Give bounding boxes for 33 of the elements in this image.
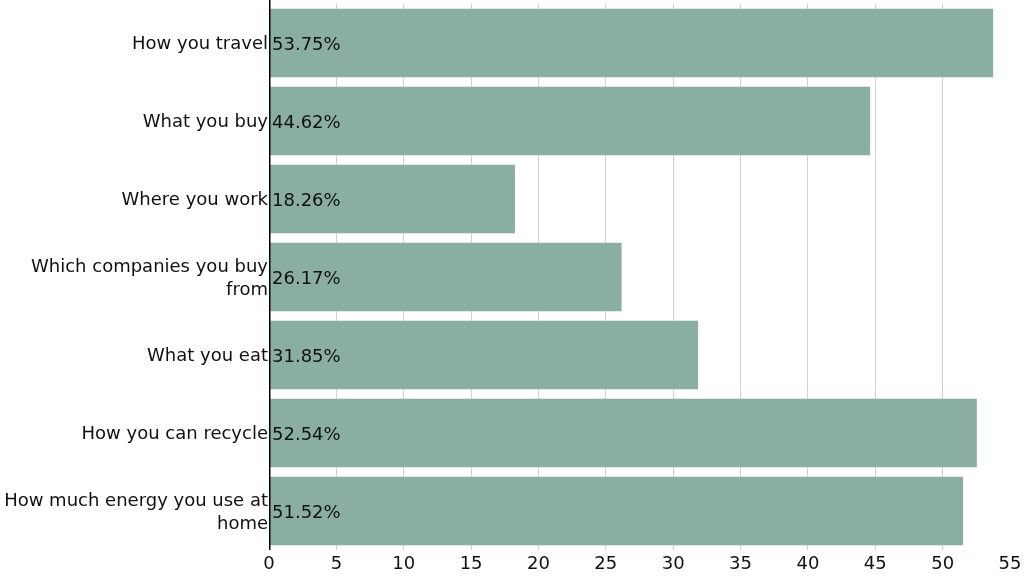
y-tick-label: What you eat <box>147 344 268 366</box>
y-tick-label: What you buy <box>142 110 269 132</box>
x-tick-label: 20 <box>527 552 550 573</box>
y-tick-label: Which companies you buy from <box>31 254 269 299</box>
y-tick-label: How you travel <box>131 32 268 54</box>
x-tick-label: 35 <box>729 552 752 573</box>
bar <box>269 476 964 546</box>
bar <box>269 86 871 156</box>
y-tick-label: How you can recycle <box>81 422 268 444</box>
data-label: 18.26% <box>272 188 341 210</box>
data-label: 31.85% <box>272 344 341 366</box>
data-label: 53.75% <box>272 32 341 54</box>
y-tick-label: How much energy you use at home <box>4 488 268 533</box>
bar <box>269 8 994 78</box>
x-tick-label: 55 <box>998 552 1022 573</box>
x-tick-label: 15 <box>459 552 483 573</box>
data-label: 26.17% <box>272 266 341 288</box>
data-label: 52.54% <box>272 422 341 444</box>
bar <box>269 242 622 312</box>
y-tick-label: Where you work <box>121 188 269 210</box>
data-label: 44.62% <box>272 110 341 132</box>
x-tick-label: 30 <box>661 552 685 573</box>
x-tick-label: 45 <box>863 552 887 573</box>
x-tick-label: 40 <box>796 552 820 573</box>
x-tick-label: 50 <box>931 552 955 573</box>
x-tick-label: 10 <box>392 552 416 573</box>
x-tick-label: 5 <box>330 552 343 573</box>
bar <box>269 398 977 468</box>
bar <box>269 320 699 390</box>
data-label: 51.52% <box>272 500 341 522</box>
bar <box>269 164 516 234</box>
x-tick-label: 25 <box>594 552 618 573</box>
x-tick-label: 0 <box>263 552 275 573</box>
